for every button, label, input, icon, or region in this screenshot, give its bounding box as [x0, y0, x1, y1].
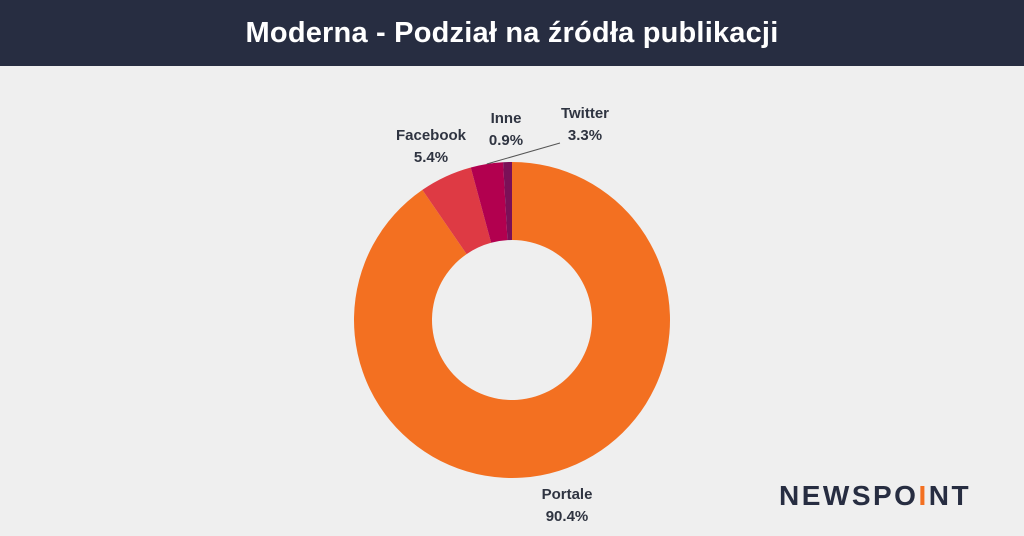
label-twitter-value: 3.3% [568, 127, 602, 144]
slice-facebook [422, 167, 492, 255]
logo-dot-letter: I [918, 480, 929, 511]
newspoint-logo: NEWSPOINT [779, 480, 972, 511]
label-twitter-name: Twitter [561, 105, 609, 122]
slice-twitter [470, 162, 508, 243]
label-inne-value: 0.9% [489, 132, 523, 149]
label-portale-name: Portale [542, 486, 593, 503]
label-portale-value: 90.4% [546, 508, 589, 525]
slice-inne [503, 162, 512, 241]
label-facebook-name: Facebook [396, 127, 467, 144]
slice-portale [354, 162, 670, 478]
label-facebook-value: 5.4% [414, 149, 448, 166]
label-inne-name: Inne [491, 110, 522, 127]
leader-line-twitter [486, 142, 561, 165]
chart-header: Moderna - Podział na źródła publikacji [0, 0, 1024, 66]
chart-title: Moderna - Podział na źródła publikacji [245, 16, 779, 49]
